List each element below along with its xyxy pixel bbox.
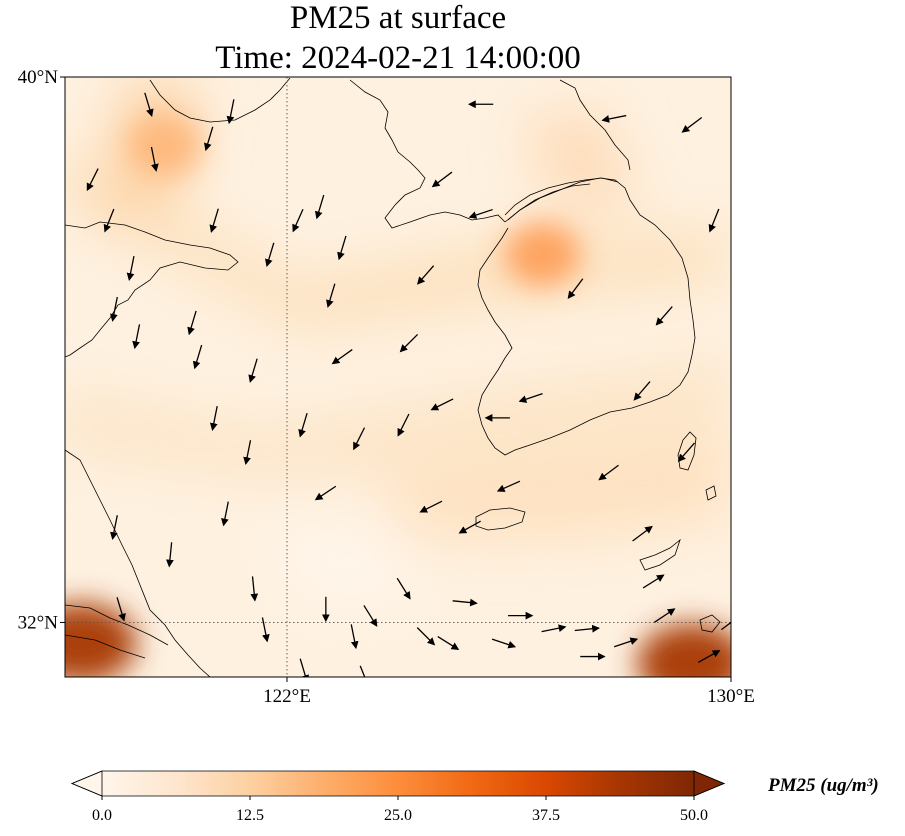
wind-arrow xyxy=(110,296,118,322)
lon-tick-label: 122°E xyxy=(263,686,311,707)
wind-arrow xyxy=(397,413,410,437)
colorbar-tick-label: 25.0 xyxy=(384,807,412,824)
wind-arrow xyxy=(677,442,695,463)
graticule xyxy=(65,77,731,677)
wind-arrow xyxy=(103,208,115,233)
wind-arrow xyxy=(331,349,353,365)
wind-arrow xyxy=(203,126,214,152)
wind-arrow xyxy=(299,658,309,677)
hotspot-north-west-plume xyxy=(126,113,203,178)
wind-arrow xyxy=(416,265,435,285)
wind-arrow xyxy=(292,208,304,233)
wind-arrow xyxy=(419,500,443,513)
wind-arrow xyxy=(209,208,219,233)
wind-arrow xyxy=(243,440,252,466)
lon-tick-label: 130°E xyxy=(707,686,755,707)
wind-arrow xyxy=(350,624,359,650)
wind-arrow xyxy=(574,624,600,633)
wind-arrow xyxy=(187,310,197,336)
map-title-line-2: Time: 2024-02-21 14:00:00 xyxy=(215,40,581,76)
map-title-line-1: PM25 at surface xyxy=(289,0,507,36)
wind-arrow xyxy=(314,194,325,220)
wind-arrow xyxy=(496,480,521,492)
wind-arrow xyxy=(359,665,366,677)
colorbar-tick-label: 37.5 xyxy=(532,807,560,824)
wind-arrow xyxy=(261,617,270,643)
wind-arrow xyxy=(144,92,154,118)
wind-arrow xyxy=(721,621,731,631)
wind-arrow xyxy=(250,576,259,602)
wind-arrow xyxy=(396,577,411,600)
colorbar-label: PM25 (ug/m³) xyxy=(768,775,879,796)
wind-arrow xyxy=(363,605,378,627)
coastlines xyxy=(65,77,721,677)
wind-arrow xyxy=(613,637,639,648)
colorbar-extend-max xyxy=(693,770,726,797)
wind-arrow xyxy=(452,598,478,607)
wind-arrow xyxy=(541,624,567,633)
colorbar: 0.0 12.5 25.0 37.5 50.0 xyxy=(70,770,726,824)
lat-tick-label: 32°N xyxy=(18,612,59,633)
wind-arrow xyxy=(399,333,419,353)
wind-arrow xyxy=(265,242,275,268)
wind-arrow xyxy=(430,398,454,411)
wind-arrow xyxy=(166,542,174,568)
wind-arrow xyxy=(633,381,651,401)
wind-arrow xyxy=(116,597,126,622)
wind-arrow xyxy=(681,117,703,133)
wind-arrow xyxy=(416,627,436,646)
wind-vectors xyxy=(86,92,731,696)
hotspot-south-east-corner xyxy=(637,623,731,677)
wind-arrow xyxy=(437,635,460,650)
wind-arrow xyxy=(654,608,676,623)
colorbar-ticks: 0.0 12.5 25.0 37.5 50.0 xyxy=(92,796,708,824)
wind-arrow xyxy=(126,256,135,281)
wind-arrow xyxy=(226,99,235,125)
wind-arrow xyxy=(192,344,203,370)
axis-ticks: 32°N 40°N 122°E 130°E xyxy=(18,67,755,707)
wind-arrow xyxy=(314,485,337,501)
wind-arrow xyxy=(221,501,229,527)
wind-arrow xyxy=(601,114,627,123)
wind-arrow xyxy=(708,208,720,233)
wind-arrow xyxy=(86,168,99,192)
colorbar-tick-label: 12.5 xyxy=(236,807,264,824)
wind-arrow xyxy=(458,520,481,534)
wind-arrow xyxy=(659,686,681,696)
wind-arrow xyxy=(132,324,141,350)
colorbar-tick-label: 0.0 xyxy=(92,807,112,824)
map-frame xyxy=(64,76,732,678)
wind-arrow xyxy=(326,283,336,308)
wind-arrow xyxy=(518,393,543,403)
wind-arrow xyxy=(150,146,159,172)
wind-arrow xyxy=(110,515,118,541)
hotspot-korea-west-coast xyxy=(504,222,581,287)
wind-arrow xyxy=(632,525,653,542)
wind-arrow xyxy=(655,306,673,326)
wind-arrow xyxy=(598,464,619,481)
wind-arrow xyxy=(697,650,721,663)
wind-arrow xyxy=(567,278,584,300)
map-area xyxy=(65,77,731,696)
wind-arrow xyxy=(491,638,517,649)
wind-arrow xyxy=(353,427,366,451)
wind-arrow xyxy=(468,208,493,219)
wind-arrow xyxy=(298,413,308,438)
wind-arrow xyxy=(642,574,665,589)
wind-arrow xyxy=(209,406,218,431)
colorbar-extend-min xyxy=(70,770,103,797)
wind-arrow xyxy=(337,235,347,261)
wind-arrow xyxy=(248,358,258,383)
colorbar-ramp xyxy=(102,771,694,796)
wind-arrow xyxy=(431,171,453,188)
colorbar-tick-label: 50.0 xyxy=(680,807,708,824)
lat-tick-label: 40°N xyxy=(18,67,59,88)
